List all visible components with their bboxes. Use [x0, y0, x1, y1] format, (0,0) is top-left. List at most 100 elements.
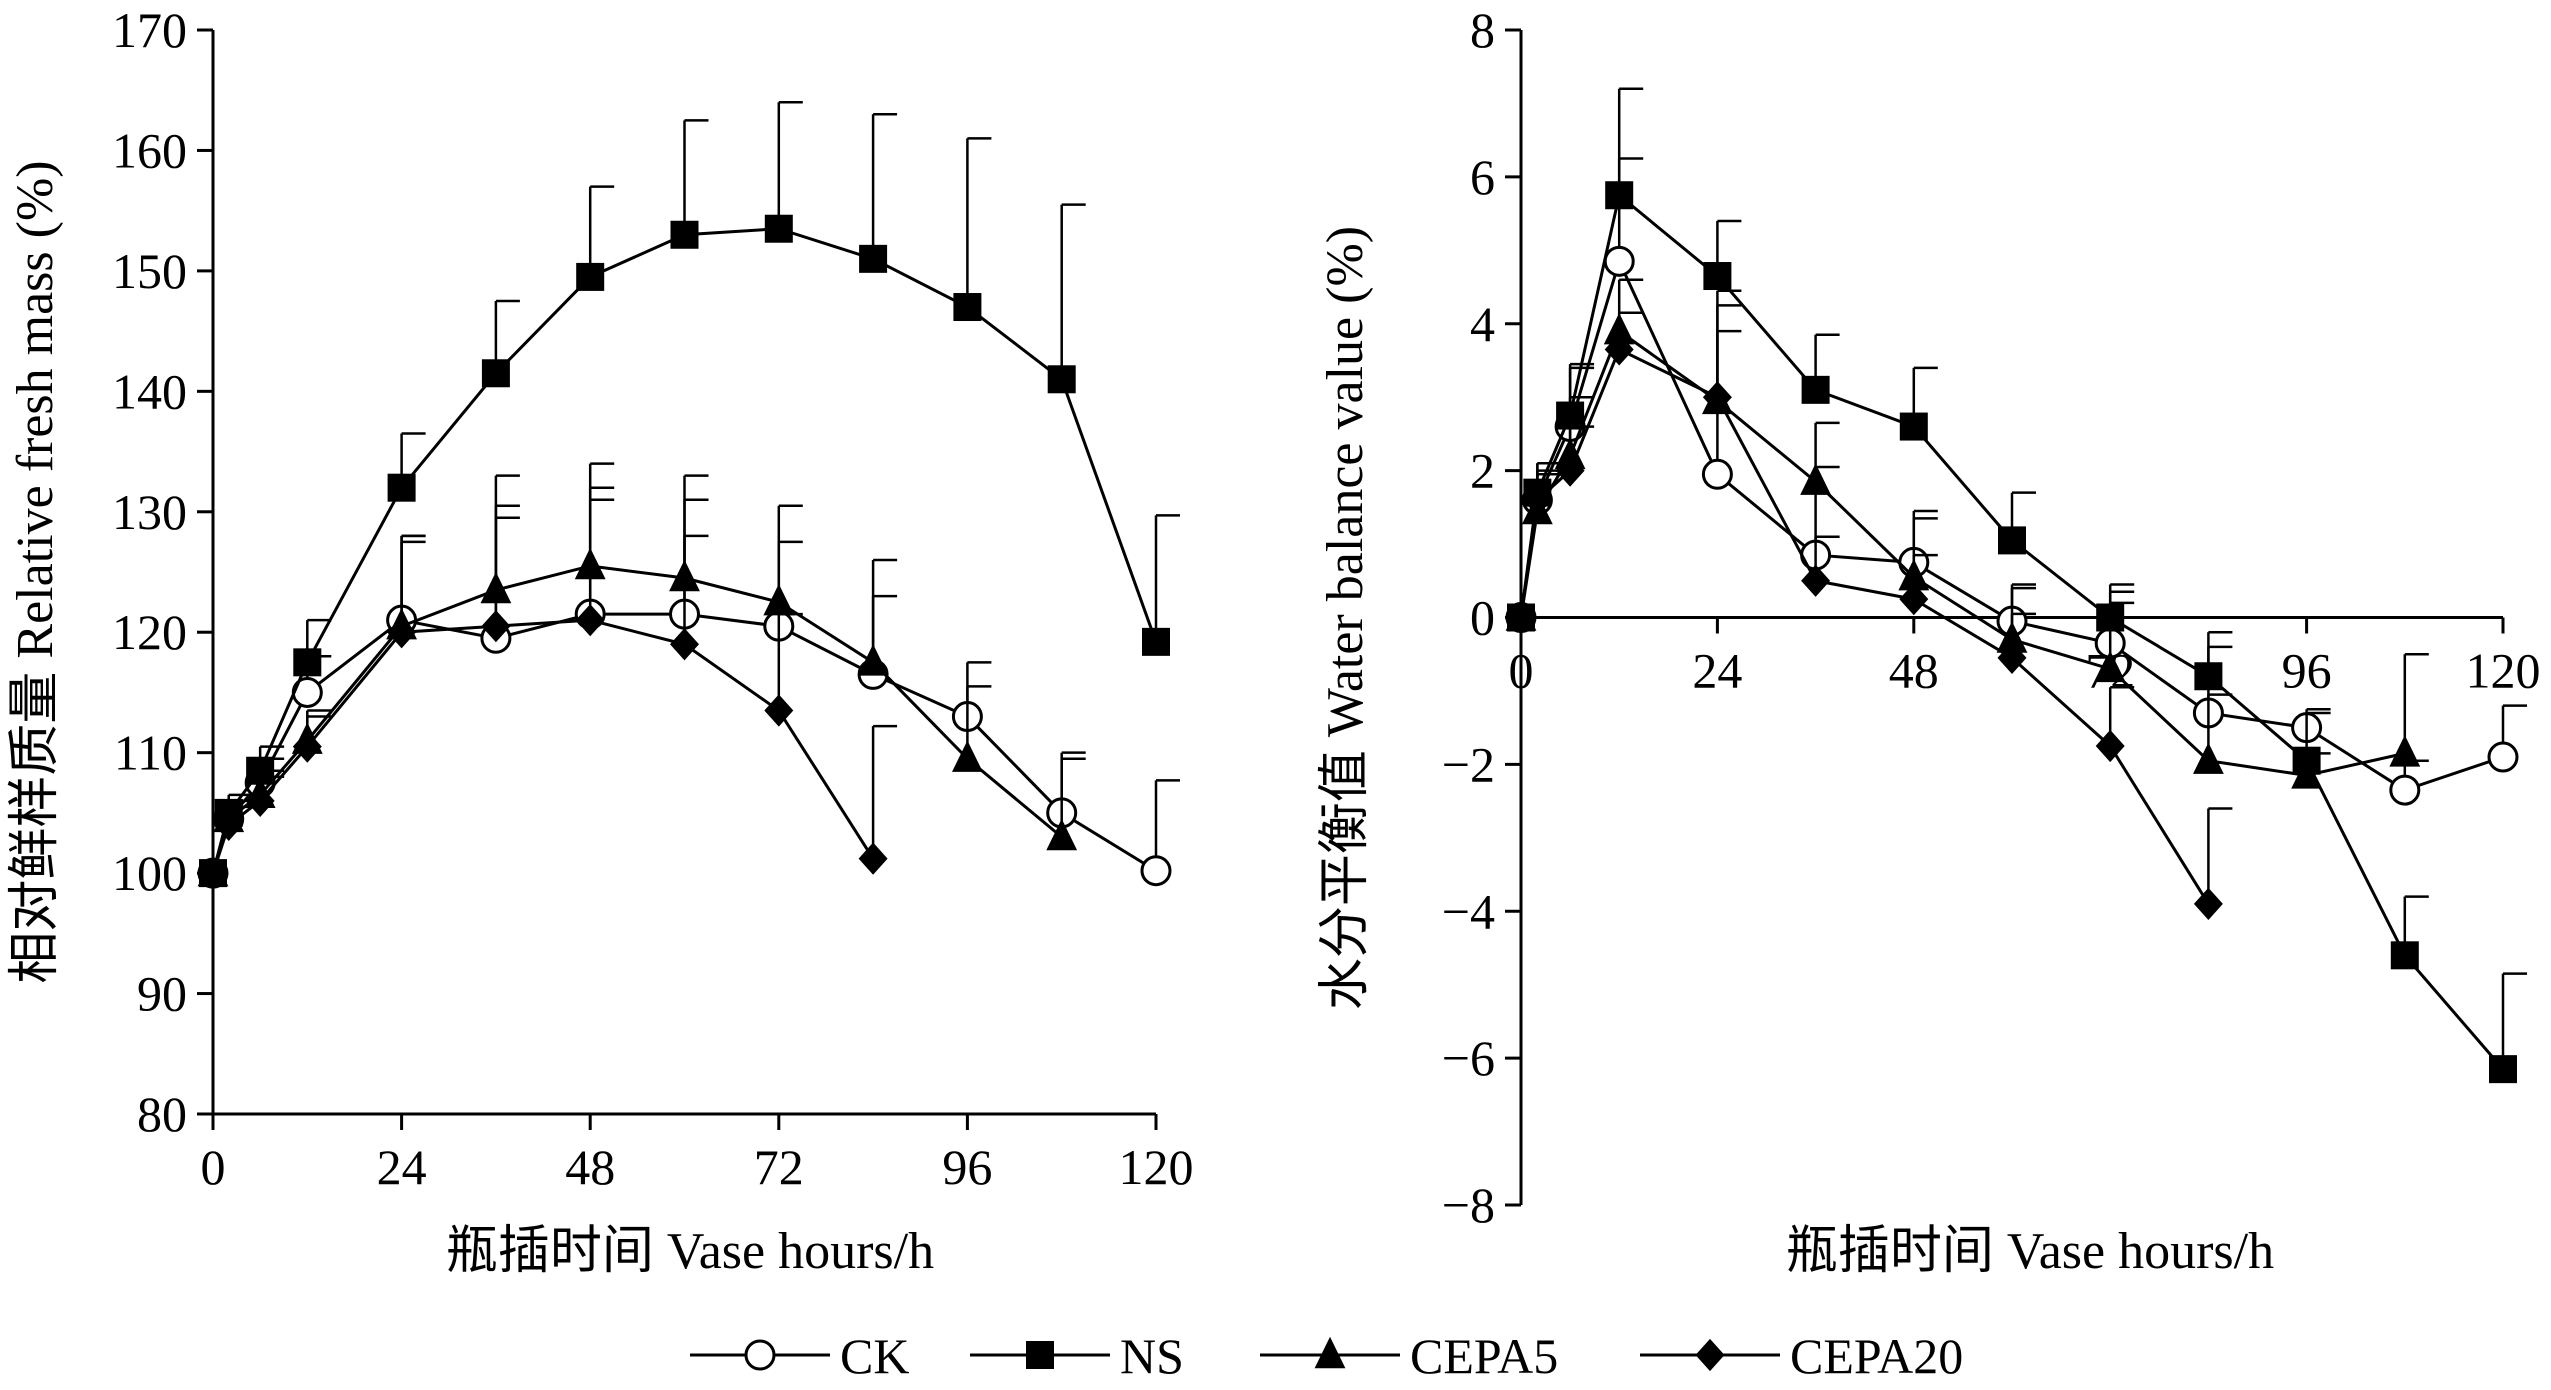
y-tick-label: 170	[112, 2, 187, 58]
data-point	[576, 262, 605, 291]
x-tick-label: 120	[1119, 1139, 1194, 1195]
legend-item-cepa5: CEPA5	[1260, 1328, 1558, 1384]
x-axis-title: 瓶插时间 Vase hours/h	[1786, 1223, 2274, 1280]
y-tick-label: −4	[1442, 883, 1495, 939]
data-point	[952, 740, 983, 772]
data-point	[2389, 774, 2421, 806]
data-point	[670, 220, 699, 249]
series-cepa20	[1506, 311, 2233, 921]
y-tick-label: 150	[112, 243, 187, 299]
data-point	[1047, 365, 1076, 394]
data-point	[214, 808, 244, 842]
y-tick-label: 0	[1470, 590, 1495, 646]
data-point	[1142, 627, 1170, 656]
data-point	[1046, 818, 1078, 851]
y-tick-label: 120	[112, 604, 187, 660]
data-point	[2489, 1055, 2517, 1084]
x-tick-label: 96	[942, 1139, 992, 1195]
x-tick-label: 48	[565, 1139, 615, 1195]
data-point	[1603, 245, 1635, 277]
data-point	[2193, 742, 2224, 774]
data-point	[1605, 181, 1634, 210]
y-tick-label: 110	[114, 725, 187, 781]
data-point	[2389, 735, 2421, 767]
legend-item-cepa20: CEPA20	[1640, 1328, 1963, 1384]
data-point	[245, 784, 275, 817]
series-line	[1519, 347, 2210, 905]
data-point	[1702, 381, 1732, 414]
x-tick-label: 72	[754, 1139, 804, 1195]
chart-panel-1: 80 90 100 110 120 130 140 150 160 170 0 24 48 72 96 120…	[7, 2, 1194, 1280]
x-tick-label: 96	[2282, 643, 2332, 699]
data-point	[1555, 454, 1585, 487]
legend-label: CEPA20	[1790, 1328, 1963, 1384]
data-point	[859, 244, 888, 273]
legend-marker	[1026, 1341, 1054, 1369]
legend-marker	[744, 1339, 776, 1371]
data-point	[1801, 375, 1830, 404]
data-point	[764, 214, 793, 243]
data-point	[1899, 583, 1929, 616]
data-point	[2487, 741, 2519, 773]
data-point	[1703, 262, 1732, 291]
x-tick-label: 24	[377, 1139, 427, 1195]
legend-marker	[1314, 1336, 1346, 1369]
x-tick-label: 24	[1692, 643, 1742, 699]
y-tick-label: 2	[1470, 443, 1495, 499]
legend-item-ns: NS	[970, 1328, 1184, 1384]
y-tick-label: 80	[137, 1086, 187, 1142]
data-point	[1998, 526, 2026, 555]
y-tick-label: 160	[112, 122, 187, 178]
data-point	[1140, 855, 1172, 887]
legend-label: NS	[1120, 1328, 1184, 1384]
legend: CK NS CEPA5 CEPA20	[690, 1328, 1963, 1384]
data-point	[387, 616, 417, 649]
y-tick-label: 4	[1470, 296, 1495, 352]
legend-item-ck: CK	[690, 1328, 909, 1384]
data-point	[575, 604, 605, 637]
data-point	[481, 610, 511, 643]
data-point	[953, 293, 982, 322]
data-point	[2194, 662, 2223, 691]
x-tick-label: 120	[2466, 643, 2541, 699]
y-tick-label: −6	[1442, 1030, 1495, 1086]
chart-panel-2: −8−6−4−202468024487296120瓶插时间 Vase hours…	[1317, 2, 2541, 1280]
x-tick-label: 0	[201, 1139, 226, 1195]
data-point	[2094, 650, 2126, 683]
data-point	[670, 628, 699, 661]
y-tick-label: 130	[112, 484, 187, 540]
data-point	[1899, 412, 1928, 441]
data-point	[1800, 463, 1831, 495]
data-point	[764, 694, 794, 727]
legend-marker	[1695, 1338, 1725, 1372]
series-line	[211, 618, 875, 874]
data-point	[2095, 729, 2125, 763]
y-tick-label: 8	[1470, 2, 1495, 58]
y-tick-label: 90	[137, 966, 187, 1022]
data-point	[1604, 333, 1634, 366]
data-point	[1506, 601, 1536, 634]
data-point	[293, 648, 322, 677]
y-tick-label: −2	[1442, 736, 1495, 792]
x-tick-label: 0	[1509, 643, 1534, 699]
y-tick-label: 140	[112, 363, 187, 419]
y-axis-title: 相对鲜样质量 Relative fresh mass (%)	[7, 160, 64, 983]
x-tick-label: 48	[1889, 643, 1939, 699]
x-axis-title: 瓶插时间 Vase hours/h	[446, 1223, 934, 1280]
data-point	[858, 842, 888, 875]
legend-label: CK	[840, 1328, 909, 1384]
data-point	[387, 473, 416, 502]
data-point	[857, 644, 889, 676]
data-point	[292, 730, 322, 763]
data-point	[1801, 564, 1831, 597]
data-point	[763, 583, 795, 616]
data-point	[2193, 887, 2223, 921]
y-tick-label: 6	[1470, 149, 1495, 205]
y-axis-title: 水分平衡值 Water balance value (%)	[1317, 226, 1374, 1010]
data-point	[2291, 757, 2322, 789]
data-point	[198, 857, 228, 890]
data-point	[1701, 458, 1733, 490]
data-point	[1522, 483, 1552, 517]
y-tick-label: −8	[1442, 1177, 1495, 1233]
